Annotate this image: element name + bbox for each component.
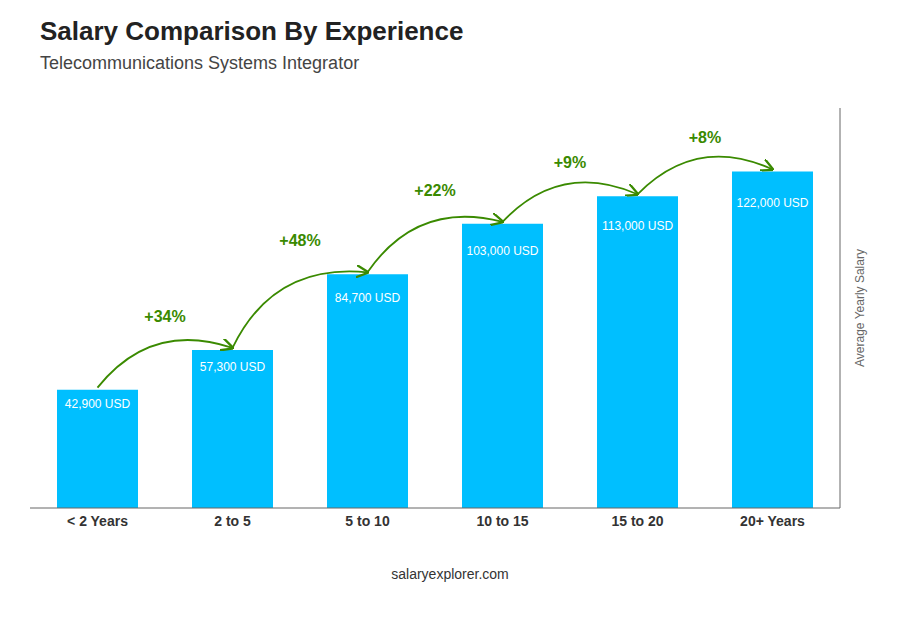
svg-text:57,300 USD: 57,300 USD <box>200 360 266 374</box>
svg-text:+22%: +22% <box>414 182 455 199</box>
svg-text:84,700 USD: 84,700 USD <box>335 291 401 305</box>
html-text:salaryexplorer.com: salaryexplorer.com <box>391 566 509 582</box>
svg-text:15 to 20: 15 to 20 <box>611 513 663 529</box>
svg-text:+8%: +8% <box>689 129 721 146</box>
svg-text:10 to 15: 10 to 15 <box>476 513 528 529</box>
svg-text:42,900 USD: 42,900 USD <box>65 397 131 411</box>
svg-text:+9%: +9% <box>554 154 586 171</box>
svg-text:Average Yearly Salary: Average Yearly Salary <box>853 249 867 367</box>
svg-text:103,000 USD: 103,000 USD <box>466 244 538 258</box>
svg-text:+34%: +34% <box>144 308 185 325</box>
svg-text:113,000 USD: 113,000 USD <box>602 219 673 233</box>
html-text:Salary Comparison By Experienc: Salary Comparison By Experience <box>40 16 464 46</box>
html-text:Telecommunications Systems Int: Telecommunications Systems Integrator <box>40 53 360 73</box>
svg-text:20+ Years: 20+ Years <box>740 513 805 529</box>
svg-text:+48%: +48% <box>279 232 320 249</box>
svg-text:< 2 Years: < 2 Years <box>67 513 128 529</box>
svg-text:122,000 USD: 122,000 USD <box>736 196 808 210</box>
svg-text:2 to 5: 2 to 5 <box>214 513 251 529</box>
svg-text:5 to 10: 5 to 10 <box>345 513 390 529</box>
